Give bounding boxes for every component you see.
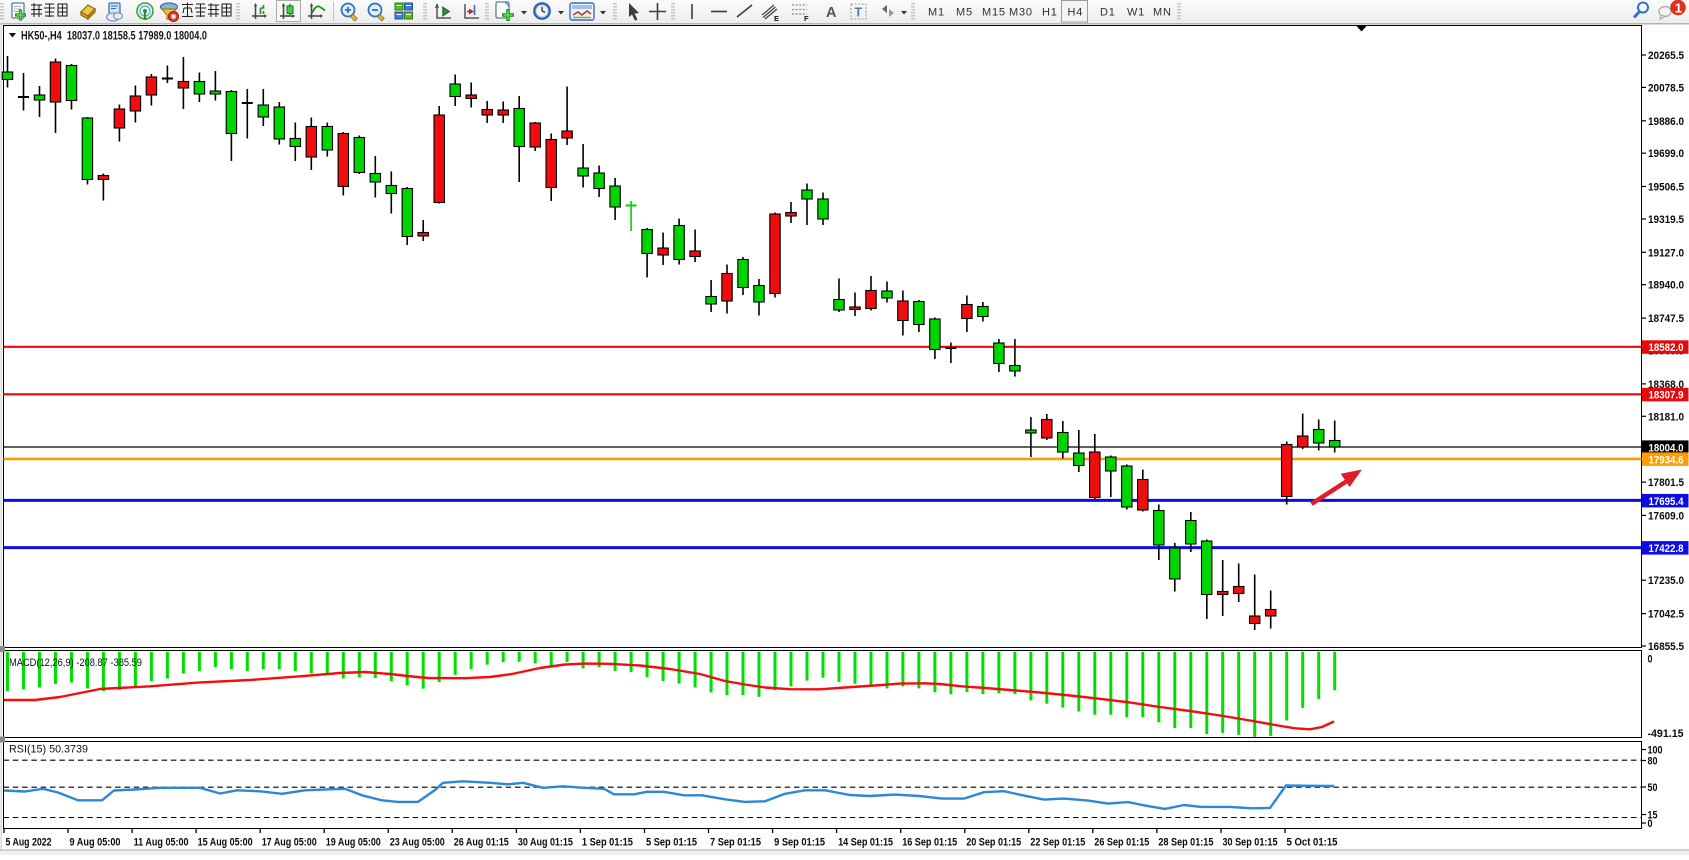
svg-text:18004.0: 18004.0: [1649, 442, 1684, 454]
svg-text:18747.5: 18747.5: [1648, 313, 1684, 325]
svg-text:11 Aug 05:00: 11 Aug 05:00: [134, 837, 189, 849]
svg-text:26 Sep 01:15: 26 Sep 01:15: [1094, 837, 1149, 849]
svg-text:16855.5: 16855.5: [1648, 641, 1684, 653]
svg-text:1: 1: [1675, 0, 1682, 15]
svg-text:M5: M5: [956, 7, 973, 19]
svg-text:20 Sep 01:15: 20 Sep 01:15: [966, 837, 1021, 849]
svg-text:E: E: [774, 14, 779, 23]
svg-text:100: 100: [1648, 745, 1663, 757]
svg-text:19886.0: 19886.0: [1648, 116, 1684, 128]
svg-text:W1: W1: [1127, 7, 1145, 19]
svg-text:50: 50: [1648, 782, 1658, 794]
svg-text:1 Sep 01:15: 1 Sep 01:15: [582, 837, 633, 849]
svg-text:19319.5: 19319.5: [1648, 214, 1684, 226]
svg-text:H4: H4: [1068, 7, 1084, 19]
svg-text:23 Aug 05:00: 23 Aug 05:00: [390, 837, 445, 849]
svg-text:19127.0: 19127.0: [1648, 247, 1684, 259]
svg-text:80: 80: [1648, 756, 1658, 768]
svg-text:9 Aug 05:00: 9 Aug 05:00: [70, 837, 121, 849]
svg-text:17934.6: 17934.6: [1649, 454, 1684, 466]
svg-text:M15: M15: [982, 7, 1006, 19]
svg-text:RSI(15) 50.3739: RSI(15) 50.3739: [9, 744, 88, 756]
svg-text:M30: M30: [1009, 7, 1033, 19]
svg-text:7 Sep 01:15: 7 Sep 01:15: [710, 837, 761, 849]
svg-text:0: 0: [1648, 654, 1653, 666]
svg-text:17 Aug 05:00: 17 Aug 05:00: [262, 837, 317, 849]
svg-text:H1: H1: [1042, 7, 1058, 19]
svg-text:M1: M1: [928, 7, 945, 19]
svg-text:0: 0: [1648, 818, 1653, 830]
svg-text:20265.5: 20265.5: [1648, 50, 1684, 62]
svg-text:28 Sep 01:15: 28 Sep 01:15: [1158, 837, 1213, 849]
svg-text:MN: MN: [1153, 7, 1172, 19]
svg-text:-491.15: -491.15: [1648, 728, 1684, 740]
svg-text:17042.5: 17042.5: [1648, 609, 1684, 621]
svg-text:19506.5: 19506.5: [1648, 182, 1684, 194]
svg-text:17422.8: 17422.8: [1649, 543, 1684, 555]
svg-text:26 Aug 01:15: 26 Aug 01:15: [454, 837, 509, 849]
svg-text:15: 15: [1648, 810, 1658, 822]
svg-text:17609.0: 17609.0: [1648, 510, 1684, 522]
svg-text:20078.5: 20078.5: [1648, 82, 1684, 94]
svg-text:30 Sep 01:15: 30 Sep 01:15: [1223, 837, 1278, 849]
svg-text:F: F: [804, 14, 809, 23]
svg-text:16 Sep 01:15: 16 Sep 01:15: [902, 837, 957, 849]
svg-text:18181.0: 18181.0: [1648, 411, 1684, 423]
svg-text:18940.0: 18940.0: [1648, 280, 1684, 292]
svg-text:MACD(12,26,9) -208.87 -385.59: MACD(12,26,9) -208.87 -385.59: [9, 657, 142, 669]
svg-text:19699.0: 19699.0: [1648, 148, 1684, 160]
svg-text:5 Oct 01:15: 5 Oct 01:15: [1287, 837, 1338, 849]
svg-text:17801.5: 17801.5: [1648, 477, 1684, 489]
svg-text:T: T: [855, 6, 863, 20]
svg-text:18582.0: 18582.0: [1649, 342, 1684, 354]
svg-text:15 Aug 05:00: 15 Aug 05:00: [198, 837, 253, 849]
svg-text:30 Aug 01:15: 30 Aug 01:15: [518, 837, 573, 849]
svg-text:D1: D1: [1100, 7, 1116, 19]
svg-text:17695.4: 17695.4: [1649, 496, 1685, 508]
svg-text:5 Aug 2022: 5 Aug 2022: [6, 837, 52, 849]
svg-text:18307.9: 18307.9: [1649, 390, 1684, 402]
svg-text:A: A: [826, 5, 837, 21]
svg-text:5 Sep 01:15: 5 Sep 01:15: [646, 837, 697, 849]
svg-text:17235.0: 17235.0: [1648, 575, 1684, 587]
svg-text:19 Aug 05:00: 19 Aug 05:00: [326, 837, 381, 849]
svg-text:22 Sep 01:15: 22 Sep 01:15: [1030, 837, 1085, 849]
svg-text:14 Sep 01:15: 14 Sep 01:15: [838, 837, 893, 849]
svg-text:HK50-,H4 18037.0 18158.5 1798: HK50-,H4 18037.0 18158.5 17989.0 18004.0: [21, 31, 207, 43]
svg-text:9 Sep 01:15: 9 Sep 01:15: [774, 837, 825, 849]
